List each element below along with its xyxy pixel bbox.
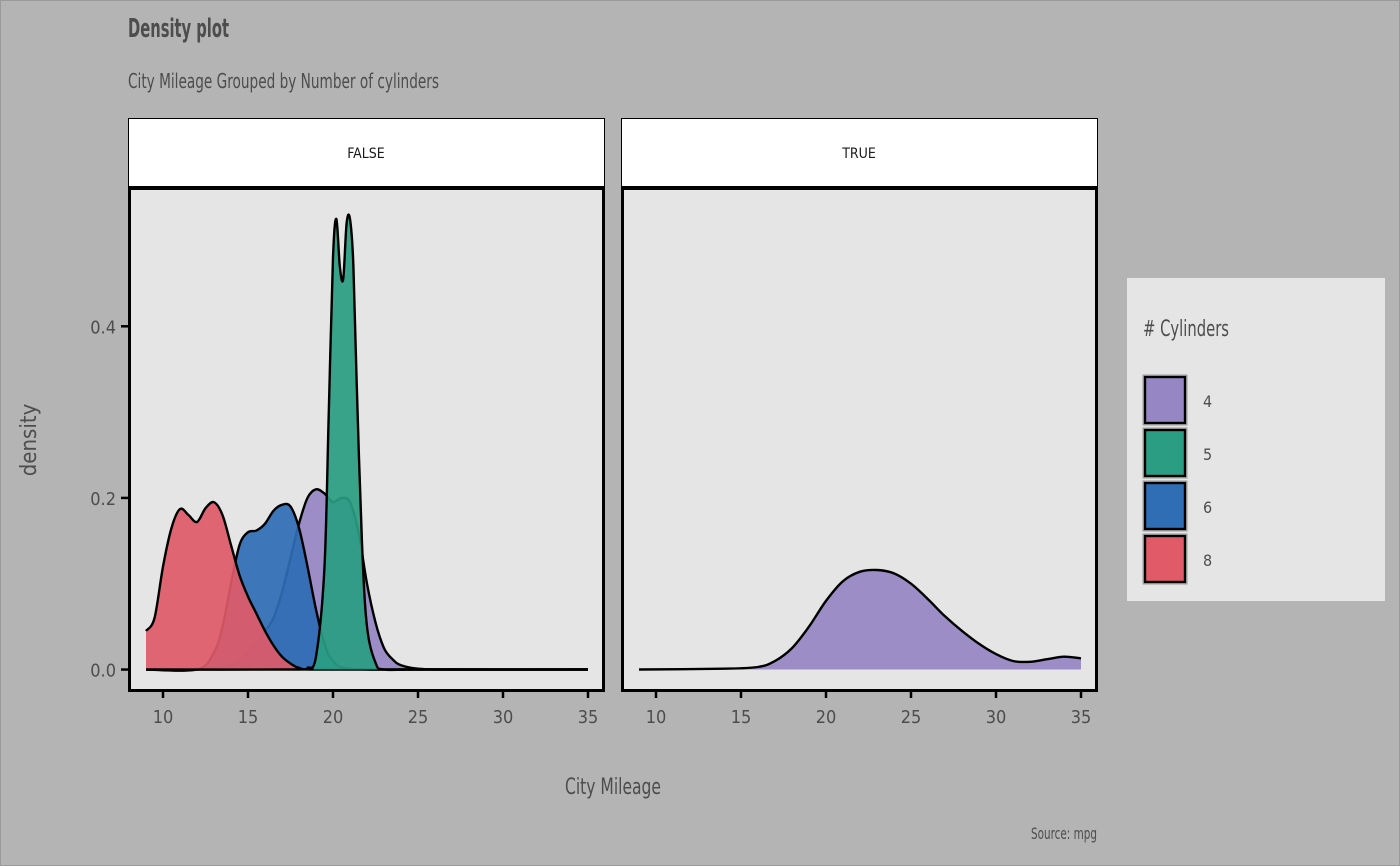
x-tick-label-true: 10 [646, 707, 667, 728]
x-tick-label-true: 25 [901, 707, 922, 728]
facet-strip-true [621, 118, 1098, 187]
density-line-true-cyl-4 [638, 568, 1082, 671]
x-tick-label-true: 35 [1071, 707, 1092, 728]
chart-subtitle: City Mileage Grouped by Number of cylind… [128, 69, 439, 93]
legend-label-4: 4 [1203, 392, 1212, 411]
x-axis-title: City Mileage [565, 775, 661, 800]
y-tick-label: 0.4 [90, 317, 116, 338]
facet-label-true: TRUE [841, 146, 876, 162]
legend-swatch-4 [1143, 375, 1187, 425]
x-tick-label-false: 30 [493, 707, 514, 728]
facet-strip-false [128, 118, 605, 187]
series-group-true [638, 568, 1082, 671]
x-tick-label-false: 25 [408, 707, 429, 728]
x-tick-label-false: 15 [238, 707, 259, 728]
y-tick-label: 0.2 [90, 489, 116, 510]
panel-false: FALSE 10 15 20 25 30 35 [128, 118, 605, 728]
x-tick-label-true: 30 [986, 707, 1007, 728]
density-line-false-cyl-5 [145, 213, 588, 672]
x-tick-label-true: 20 [816, 707, 837, 728]
x-tick-label-false: 20 [323, 707, 344, 728]
series-group-false [145, 213, 589, 672]
facet-label-false: FALSE [347, 146, 385, 162]
legend-title: # Cylinders [1143, 317, 1229, 342]
panel-true: TRUE 10 15 20 25 30 35 [621, 118, 1098, 728]
y-axis-title: density [17, 403, 42, 476]
x-tick-label-false: 35 [578, 707, 599, 728]
legend: # Cylinders 4 5 6 8 [1127, 278, 1385, 601]
caption: Source: mpg [1031, 824, 1097, 843]
x-tick-label-true: 15 [731, 707, 752, 728]
legend-label-8: 8 [1203, 551, 1212, 570]
legend-label-6: 6 [1203, 498, 1212, 517]
density-area-true-cyl-4 [639, 569, 1081, 670]
y-tick-label: 0.0 [90, 661, 116, 682]
legend-swatch-8 [1143, 534, 1187, 584]
x-tick-label-false: 10 [153, 707, 174, 728]
legend-swatch-6 [1143, 481, 1187, 531]
y-axis: 0.0 0.2 0.4 [90, 317, 129, 682]
legend-swatch-5 [1143, 428, 1187, 478]
x-axis-false: 10 15 20 25 30 35 [153, 691, 599, 728]
legend-label-5: 5 [1203, 445, 1212, 464]
x-axis-true: 10 15 20 25 30 35 [646, 691, 1092, 728]
density-area-false-cyl-8 [146, 502, 588, 670]
chart-title: Density plot [128, 14, 229, 44]
legend-keys: 4 5 6 8 [1142, 374, 1212, 585]
